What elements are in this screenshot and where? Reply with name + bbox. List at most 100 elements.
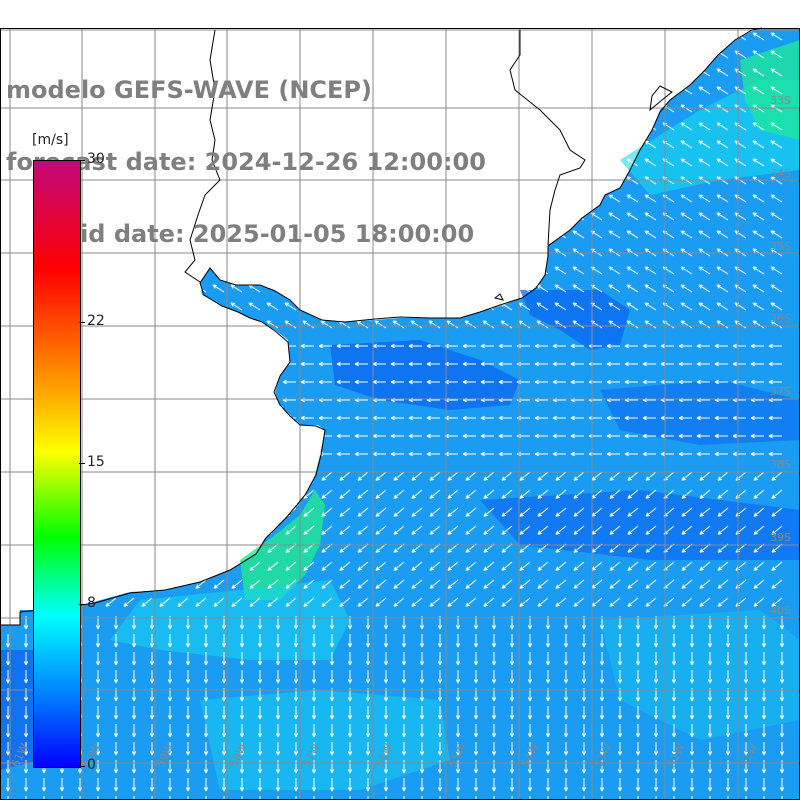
wind-arrow-head xyxy=(185,751,189,756)
wind-arrow-head xyxy=(439,679,443,684)
wind-arrow-head xyxy=(527,787,531,792)
wind-arrow-head xyxy=(501,532,506,535)
wind-arrow-head xyxy=(205,643,209,648)
wind-arrow-head xyxy=(357,496,362,499)
wind-arrow-head xyxy=(627,514,632,517)
wind-arrow-head xyxy=(770,32,774,37)
wind-arrow-head xyxy=(321,494,325,499)
wind-arrow xyxy=(591,597,603,607)
wind-arrow-head xyxy=(149,715,153,720)
wind-arrow xyxy=(536,302,549,311)
wind-arrow-head xyxy=(735,566,739,571)
wind-arrow-head xyxy=(23,733,27,738)
wind-arrow-head xyxy=(339,514,344,517)
wind-arrow-head xyxy=(408,433,413,437)
wind-arrow xyxy=(680,212,693,221)
wind-arrow-head xyxy=(169,769,173,774)
wind-arrow xyxy=(303,579,315,589)
wind-arrow-head xyxy=(572,284,576,289)
wind-arrow-head xyxy=(527,661,531,666)
wind-arrow-head xyxy=(123,604,128,607)
wind-arrow-head xyxy=(133,733,137,738)
wind-arrow-head xyxy=(187,751,191,756)
wind-arrow-head xyxy=(745,751,749,756)
wind-arrow-head xyxy=(249,566,253,571)
wind-arrow-head xyxy=(699,494,703,499)
wind-arrow-head xyxy=(223,715,227,720)
wind-arrow-head xyxy=(660,417,665,421)
wind-arrow-head xyxy=(743,751,747,756)
wind-arrow-head xyxy=(763,625,767,630)
wind-arrow-head xyxy=(573,602,577,607)
wind-arrow-head xyxy=(750,417,755,421)
wind-arrow-head xyxy=(673,787,677,792)
wind-arrow-head xyxy=(753,476,757,481)
wind-arrow xyxy=(590,320,603,329)
wind-arrow-head xyxy=(771,476,775,481)
wind-arrow-head xyxy=(385,787,389,792)
wind-arrow xyxy=(447,561,459,571)
wind-arrow-head xyxy=(264,379,269,383)
wind-arrow-head xyxy=(716,158,720,163)
wind-arrow-head xyxy=(570,435,575,439)
wind-arrow xyxy=(339,525,351,535)
wind-arrow-head xyxy=(300,345,305,349)
wind-arrow-head xyxy=(583,643,587,648)
wind-arrow-head xyxy=(563,715,567,720)
wind-arrow-head xyxy=(644,284,648,289)
wind-arrow xyxy=(393,579,405,589)
wind-arrow-head xyxy=(426,343,431,347)
wind-arrow-head xyxy=(77,787,81,792)
wind-arrow-head xyxy=(680,194,684,199)
wind-arrow-head xyxy=(241,733,245,738)
wind-arrow-head xyxy=(7,643,11,648)
wind-arrow-head xyxy=(725,661,729,666)
wind-arrow-head xyxy=(185,715,189,720)
wind-arrow-head xyxy=(717,586,722,589)
wind-arrow-head xyxy=(115,715,119,720)
wind-arrow xyxy=(698,122,711,131)
wind-arrow-head xyxy=(357,514,362,517)
wind-arrow-head xyxy=(642,451,647,455)
wind-arrow-head xyxy=(732,433,737,437)
wind-arrow-head xyxy=(563,697,567,702)
wind-arrow-head xyxy=(752,122,756,127)
wind-arrow-head xyxy=(403,643,407,648)
wind-arrow-head xyxy=(655,697,659,702)
wind-arrow-head xyxy=(753,550,758,553)
wind-arrow xyxy=(770,86,783,95)
wind-arrow-head xyxy=(735,512,739,517)
wind-arrow-head xyxy=(462,381,467,385)
wind-arrow-head xyxy=(282,415,287,419)
wind-arrow-head xyxy=(411,602,415,607)
wind-arrow xyxy=(752,302,765,311)
wind-arrow-head xyxy=(547,643,551,648)
wind-arrow-head xyxy=(529,625,533,630)
wind-arrow-head xyxy=(375,566,379,571)
wind-arrow xyxy=(357,489,369,499)
wind-arrow-head xyxy=(465,530,469,535)
wind-arrow-head xyxy=(637,625,641,630)
wind-arrow-head xyxy=(321,478,326,481)
wind-arrow-head xyxy=(637,751,641,756)
wind-arrow-head xyxy=(745,679,749,684)
wind-arrow-head xyxy=(771,584,775,589)
wind-arrow-head xyxy=(447,566,451,571)
wind-arrow-head xyxy=(511,679,515,684)
wind-arrow-head xyxy=(660,433,665,437)
wind-arrow-head xyxy=(698,86,702,91)
wind-arrow-head xyxy=(95,679,99,684)
wind-arrow-head xyxy=(635,661,639,666)
wind-arrow xyxy=(698,140,711,149)
wind-arrow-head xyxy=(619,661,623,666)
wind-arrow-head xyxy=(645,584,649,589)
wind-arrow xyxy=(753,579,765,589)
wind-arrow-head xyxy=(275,769,279,774)
wind-arrow-head xyxy=(295,679,299,684)
wind-arrow-head xyxy=(318,379,323,383)
wind-arrow-head xyxy=(681,476,685,481)
wind-arrow-head xyxy=(552,343,557,347)
wind-arrow-head xyxy=(635,697,639,702)
wind-arrow-head xyxy=(545,733,549,738)
wind-arrow-head xyxy=(213,604,218,607)
